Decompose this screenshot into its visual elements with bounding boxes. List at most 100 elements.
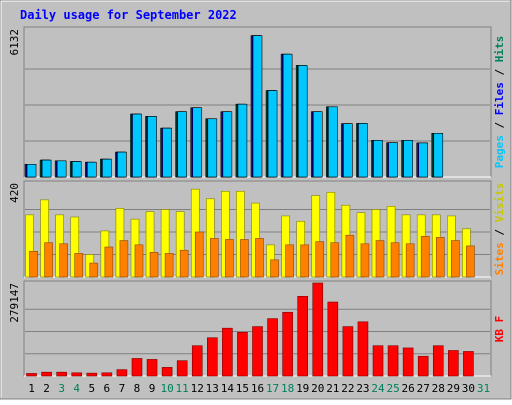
bar-kbf-day-16 [252, 326, 263, 377]
bar-kbf-day-20 [312, 282, 324, 377]
legend-part-sites: Sites [493, 242, 506, 275]
bar-kbf-day-7 [116, 369, 128, 377]
x-tick-label-day-18: 18 [281, 382, 294, 395]
bar-kbf-day-3 [56, 371, 67, 377]
bar-sites-day-4 [74, 253, 84, 278]
bar-kbf-day-17 [267, 318, 278, 377]
bar-kbf-day-29 [448, 350, 459, 377]
bar-kbf-day-25 [387, 345, 399, 377]
bar-sites-day-23 [360, 243, 370, 278]
x-tick-label-day-23: 23 [356, 382, 369, 395]
bar-sites-day-7 [119, 240, 129, 278]
x-tick-label-day-15: 15 [236, 382, 249, 395]
bar-pages-day-4 [71, 161, 82, 178]
bar-kbf-day-4 [71, 372, 83, 377]
bar-sites-day-15 [240, 239, 249, 278]
x-tick-label-day-14: 14 [221, 382, 235, 395]
x-tick-label-day-29: 29 [447, 382, 460, 395]
panel-1-legend-label: Pages / Files / Hits [493, 36, 506, 169]
x-tick-label-day-17: 17 [266, 382, 279, 395]
bar-kbf-day-21 [327, 301, 339, 377]
bar-sites-day-28 [435, 237, 445, 278]
bar-kbf-day-13 [207, 337, 218, 377]
bar-kbf-day-6 [101, 372, 113, 377]
bar-kbf-day-15 [237, 332, 248, 377]
x-tick-label-day-22: 22 [341, 382, 354, 395]
bar-sites-day-9 [149, 252, 159, 278]
x-tick-label-day-27: 27 [417, 382, 430, 395]
bar-pages-day-25 [388, 142, 398, 178]
bar-pages-day-18 [282, 53, 293, 178]
bar-sites-day-2 [44, 242, 53, 278]
bar-kbf-day-23 [357, 321, 369, 377]
panel-1-ymax-label: 6132 [8, 29, 21, 56]
x-tick-label-day-8: 8 [134, 382, 141, 395]
panel-3-legend-label: KB F [493, 316, 506, 343]
x-tick-label-day-5: 5 [88, 382, 95, 395]
bar-pages-day-24 [373, 140, 383, 178]
bar-sites-day-5 [89, 262, 99, 278]
x-tick-label-day-13: 13 [206, 382, 219, 395]
x-tick-label-day-31: 31 [477, 382, 490, 395]
x-tick-label-day-16: 16 [251, 382, 264, 395]
chart-panels: 6132 Pages / Files / Hits 420 Sites / Visit… [8, 26, 506, 377]
bar-pages-day-9 [147, 116, 157, 178]
bar-sites-day-14 [225, 239, 234, 278]
bar-sites-day-21 [330, 242, 340, 278]
bar-sites-day-27 [420, 235, 430, 278]
x-tick-label-day-10: 10 [160, 382, 173, 395]
bar-kbf-day-30 [463, 351, 474, 377]
bar-sites-day-19 [300, 244, 309, 278]
x-tick-label-day-3: 3 [58, 382, 65, 395]
x-tick-label-day-4: 4 [73, 382, 80, 395]
bar-pages-day-26 [403, 140, 413, 178]
bar-pages-day-13 [207, 118, 218, 178]
bar-sites-day-20 [315, 241, 325, 278]
bar-pages-day-15 [237, 103, 248, 178]
bar-kbf-day-8 [131, 358, 143, 377]
x-tick-label-day-25: 25 [386, 382, 399, 395]
bar-sites-day-18 [285, 244, 294, 278]
bar-pages-day-20 [312, 111, 323, 178]
bar-pages-day-11 [177, 111, 187, 178]
x-tick-label-day-30: 30 [462, 382, 475, 395]
x-tick-label-day-28: 28 [432, 382, 445, 395]
bar-kbf-day-1 [26, 373, 37, 377]
bar-sites-day-3 [59, 243, 68, 278]
x-tick-label-day-2: 2 [43, 382, 50, 395]
bar-kbf-day-11 [176, 360, 188, 377]
bar-sites-day-30 [466, 245, 475, 278]
bar-pages-day-23 [358, 123, 368, 178]
panel-2-legend-label: Sites / Visits [493, 183, 506, 276]
chart-title: Daily usage for September 2022 [20, 8, 237, 22]
bar-pages-day-3 [56, 160, 67, 178]
bar-sites-day-16 [255, 238, 264, 278]
bar-kbf-day-10 [161, 367, 173, 377]
x-tick-label-day-12: 12 [191, 382, 204, 395]
bar-sites-day-29 [451, 240, 460, 278]
panel-2-ymax-label: 420 [8, 183, 21, 203]
legend-part-files: Files [493, 82, 506, 115]
bar-kbf-day-2 [41, 371, 52, 377]
x-tick-label-day-6: 6 [104, 382, 111, 395]
bar-sites-day-12 [194, 231, 204, 278]
x-axis-day-labels: 1 2 3 4 5 6 7 8 9 10 11 12 13 14 15 16 17 18 19 20 21 22 23 24 2… [28, 382, 490, 395]
x-tick-label-day-20: 20 [311, 382, 324, 395]
bar-sites-day-8 [134, 244, 144, 278]
bar-kbf-day-22 [342, 326, 354, 377]
bar-pages-day-12 [192, 107, 203, 178]
bar-pages-day-28 [433, 133, 444, 178]
x-tick-label-day-7: 7 [119, 382, 126, 395]
bar-kbf-day-9 [146, 359, 158, 377]
bar-sites-day-6 [104, 246, 114, 278]
bar-kbf-day-26 [402, 347, 414, 377]
bar-pages-day-21 [328, 106, 338, 178]
bar-pages-day-1 [26, 164, 37, 178]
bar-sites-day-1 [29, 250, 38, 278]
bar-sites-day-17 [270, 259, 279, 278]
bar-sites-day-26 [405, 243, 415, 278]
legend-part-pages: Pages [493, 135, 506, 168]
bar-kbf-day-5 [86, 372, 98, 377]
